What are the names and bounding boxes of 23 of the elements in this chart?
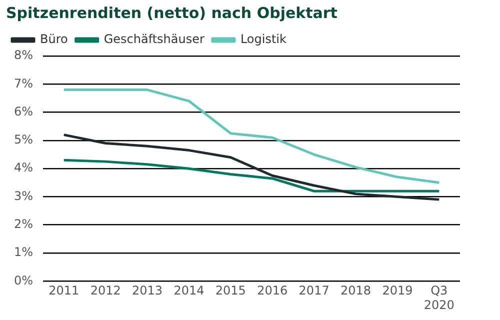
x-tick-label: 2019	[382, 284, 413, 298]
x-tick-label: 2018	[340, 284, 372, 298]
y-tick-label: 8%	[14, 48, 34, 62]
y-tick-label: 3%	[14, 188, 34, 203]
y-tick-label: 0%	[14, 273, 34, 288]
y-tick-label: 4%	[14, 160, 34, 175]
x-tick-label: 2016	[257, 284, 288, 298]
y-tick-label: 6%	[14, 104, 34, 118]
x-tick-label: 2014	[174, 284, 204, 298]
chart-title: Spitzenrenditen (netto) nach Objektart	[6, 4, 338, 22]
x-tick-label: 2015	[215, 284, 246, 298]
x-tick-label: Q3 2020	[424, 284, 454, 312]
y-tick-label: 2%	[14, 217, 34, 232]
y-tick-label: 5%	[14, 132, 34, 147]
y-tick-label: 7%	[14, 76, 34, 90]
legend-label: Geschäftshäuser	[104, 32, 205, 46]
legend-label: Büro	[40, 32, 68, 46]
x-tick-label: 2017	[298, 284, 330, 298]
x-tick-label: 2011	[48, 284, 80, 298]
x-tick-label: 2012	[90, 284, 121, 298]
x-tick-label: 2013	[132, 284, 163, 298]
legend-label: Logistik	[240, 32, 286, 46]
y-tick-label: 1%	[14, 245, 34, 260]
